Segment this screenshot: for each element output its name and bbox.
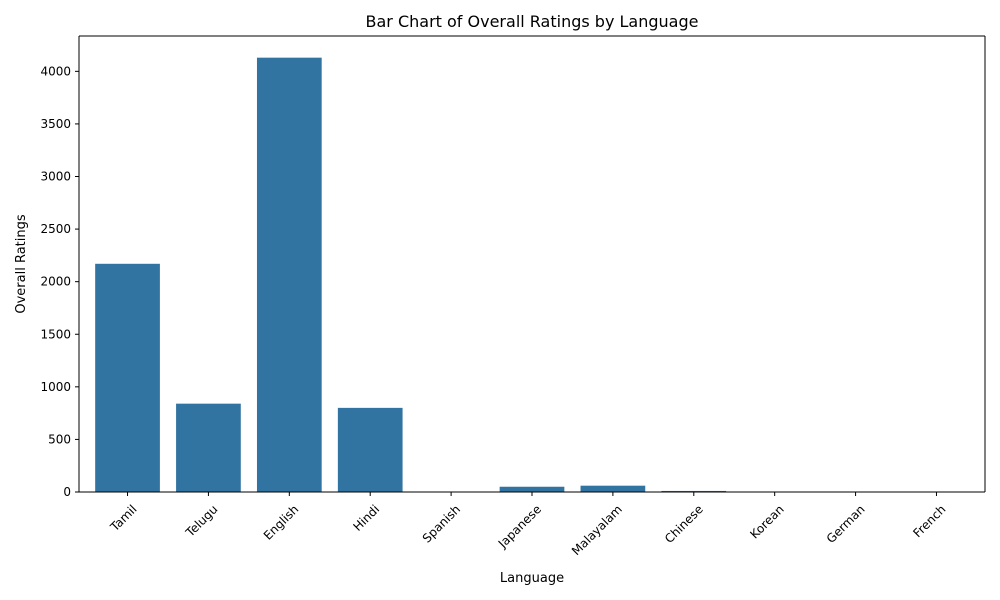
- x-axis-label: Language: [500, 571, 564, 586]
- bar-english: [256, 57, 322, 492]
- x-axis: Tamil Telugu English Hindi Spanish Japanese Ma…: [107, 492, 949, 558]
- y-tick-label: 4000: [40, 64, 71, 78]
- x-tick-label-chinese: Chinese: [662, 502, 706, 546]
- y-tick-label: 2000: [40, 275, 71, 289]
- bars-group: [95, 57, 969, 492]
- x-tick-label-english: English: [261, 502, 302, 543]
- bar-chinese: [661, 490, 727, 492]
- bar-malayalam: [580, 485, 646, 492]
- chart-title: Bar Chart of Overall Ratings by Language: [366, 12, 699, 31]
- y-tick-label: 3000: [40, 170, 71, 184]
- bar-japanese: [499, 486, 565, 492]
- bar-telugu: [176, 403, 241, 492]
- y-axis: 0 500 1000 1500 2000 2500 3000 3500 4000: [40, 64, 79, 499]
- y-tick-label: 500: [48, 432, 71, 446]
- y-tick-label: 3500: [40, 117, 71, 131]
- x-tick-label-spanish: Spanish: [420, 502, 463, 545]
- y-tick-label: 1500: [40, 327, 71, 341]
- x-tick-label-french: French: [910, 502, 948, 540]
- x-tick-label-japanese: Japanese: [495, 502, 544, 551]
- x-tick-label-malayalam: Malayalam: [569, 502, 625, 558]
- y-tick-label: 0: [63, 485, 71, 499]
- y-axis-label: Overall Ratings: [14, 214, 29, 314]
- x-tick-label-telugu: Telugu: [182, 502, 220, 540]
- x-tick-label-tamil: Tamil: [107, 502, 140, 535]
- y-tick-label: 1000: [40, 380, 71, 394]
- x-tick-label-german: German: [824, 502, 868, 546]
- bar-tamil: [95, 263, 160, 492]
- x-tick-label-korean: Korean: [747, 502, 786, 541]
- y-tick-label: 2500: [40, 222, 71, 236]
- x-tick-label-hindi: Hindi: [351, 502, 383, 534]
- bar-hindi: [337, 407, 403, 492]
